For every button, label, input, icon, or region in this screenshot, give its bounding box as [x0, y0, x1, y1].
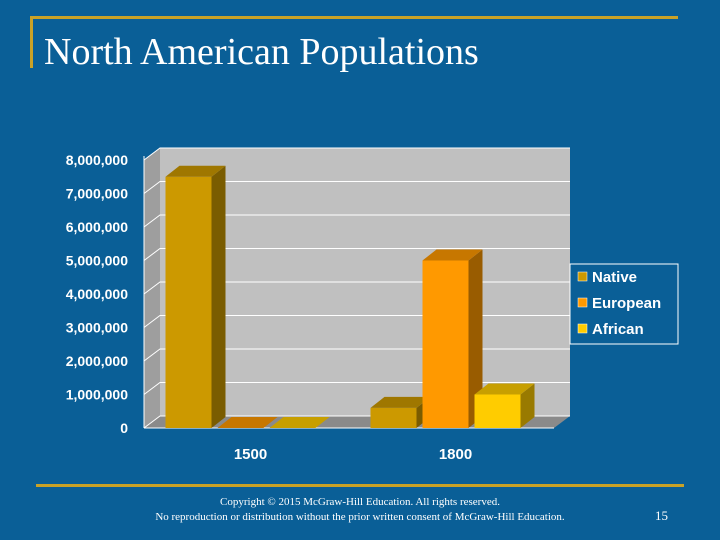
legend-label-native: Native [592, 269, 637, 286]
y-tick-label: 0 [120, 420, 128, 436]
gridline [143, 147, 570, 161]
bar-top-african-1800 [474, 383, 535, 395]
bar-side-native-1500 [211, 165, 226, 428]
bar-african-1800 [474, 394, 521, 428]
page-number: 15 [655, 508, 668, 523]
footer-rule [36, 484, 684, 487]
y-tick-label: 7,000,000 [66, 186, 128, 202]
bar-top-african-1500 [269, 417, 330, 428]
y-tick-label: 1,000,000 [66, 387, 128, 403]
legend-box [569, 263, 679, 345]
bar-native-1800 [370, 407, 417, 428]
bar-side-african-1800 [520, 383, 535, 428]
bar-top-european-1500 [217, 417, 278, 428]
bar-side-european-1800 [468, 249, 483, 428]
legend-swatch-native [577, 271, 588, 282]
slide-title: North American Populations [44, 31, 479, 73]
gridline [143, 214, 570, 228]
legend-swatch-african [577, 323, 588, 334]
legend-label-european: European [592, 295, 661, 312]
y-tick-label: 2,000,000 [66, 353, 128, 369]
copyright-line-2: No reproduction or distribution without … [155, 511, 565, 523]
title-frame-top-rule [30, 16, 678, 19]
bar-native-1500 [165, 176, 212, 428]
gridline [143, 248, 570, 261]
y-tick-label: 6,000,000 [66, 219, 128, 235]
bar-top-native-1800 [370, 396, 431, 408]
gridline [143, 181, 570, 194]
x-category-label: 1500 [234, 446, 267, 463]
legend-label-african: African [592, 321, 644, 338]
copyright-notice: Copyright © 2015 McGraw-Hill Education. … [130, 495, 590, 525]
bar-top-european-1800 [422, 249, 483, 261]
y-tick-label: 3,000,000 [66, 320, 128, 336]
bar-european-1800 [422, 260, 469, 428]
y-tick-label: 8,000,000 [66, 152, 128, 168]
y-tick-label: 4,000,000 [66, 286, 128, 302]
x-category-label: 1800 [439, 446, 472, 463]
bar-top-native-1500 [165, 165, 226, 177]
y-tick-label: 5,000,000 [66, 253, 128, 269]
legend-swatch-european [577, 297, 588, 308]
title-frame-left-rule [30, 16, 33, 68]
copyright-line-1: Copyright © 2015 McGraw-Hill Education. … [220, 496, 500, 508]
